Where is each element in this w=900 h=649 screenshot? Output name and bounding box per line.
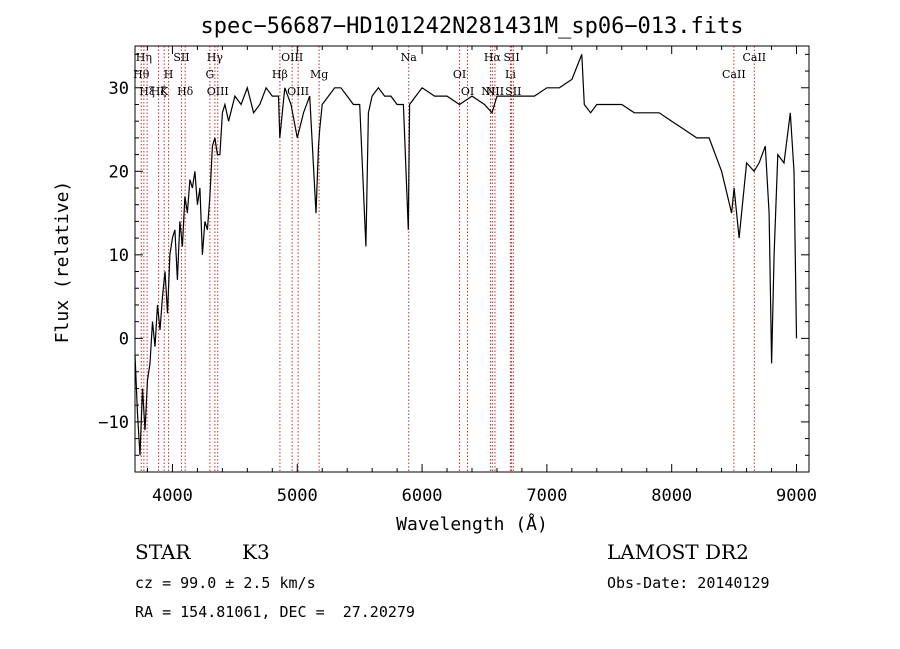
spectral-line-label: Hξ	[139, 85, 155, 98]
y-axis: −10 0 10 20 30	[98, 53, 809, 456]
survey-name: LAMOST DR2	[607, 540, 749, 564]
spectral-line-label: OI	[453, 68, 466, 81]
y-tick-label: 30	[109, 79, 129, 99]
spectral-line-label: OI	[461, 85, 474, 98]
spectral-line-label: Li	[505, 68, 516, 81]
chart-title: spec−56687−HD101242N281431M_sp06−013.fit…	[200, 14, 743, 39]
plot-frame	[134, 45, 810, 473]
y-tick-label: 20	[109, 162, 129, 182]
spectral-line-label: SII	[173, 51, 189, 64]
spectral-line-label: H	[164, 68, 174, 81]
spectral-line-label: CaII	[722, 68, 746, 81]
x-tick-label: 7000	[526, 486, 567, 506]
y-tick-label: −10	[98, 413, 129, 433]
spectral-line-label: NII	[486, 85, 504, 98]
spectral-line-label: Na	[401, 51, 418, 64]
spectral-line-label: SII	[503, 51, 519, 64]
x-tick-label: 4000	[152, 486, 193, 506]
spectral-line-label: K	[160, 85, 169, 98]
spectral-line-label: SII	[505, 85, 521, 98]
spectral-line-label: Hγ	[207, 51, 224, 64]
spectral-lines: HθHηHξHζKHSIIHδGHγOIIIHβOIIIOIIIMgNaOIOI…	[133, 46, 766, 472]
y-tick-label: 0	[119, 329, 129, 349]
x-tick-label: 5000	[277, 486, 318, 506]
spectrum-series-line	[134, 54, 798, 456]
object-class: STAR	[135, 540, 191, 564]
spectral-line-label: Hζ	[151, 85, 167, 98]
x-tick-label: 9000	[776, 486, 817, 506]
y-tick-label: 10	[109, 246, 129, 266]
spectral-line-label: CaII	[742, 51, 766, 64]
spectral-line-label: Hη	[136, 51, 152, 64]
x-axis: 4000 5000 6000 7000 8000 9000	[146, 46, 817, 506]
spectral-line-label: Hα	[484, 51, 502, 64]
y-axis-label: Flux (relative)	[52, 181, 73, 344]
spectral-line-label: OIII	[207, 85, 229, 98]
x-tick-label: 6000	[402, 486, 443, 506]
x-tick-label: 8000	[651, 486, 692, 506]
spectral-line-label: Hδ	[177, 85, 194, 98]
redshift-velocity: cz = 99.0 ± 2.5 km/s	[135, 574, 316, 592]
spectral-line-label: OIII	[281, 51, 303, 64]
observation-date: Obs-Date: 20140129	[607, 574, 770, 592]
spectral-line-label: Mg	[310, 68, 328, 81]
x-axis-label: Wavelength (Å)	[396, 513, 548, 535]
spectral-line-label: Hβ	[272, 68, 288, 81]
spectral-line-label: G	[205, 68, 214, 81]
spectral-line-label: OIII	[287, 85, 309, 98]
object-subclass: K3	[242, 540, 270, 564]
ra-dec-coordinates: RA = 154.81061, DEC = 27.20279	[135, 603, 415, 621]
